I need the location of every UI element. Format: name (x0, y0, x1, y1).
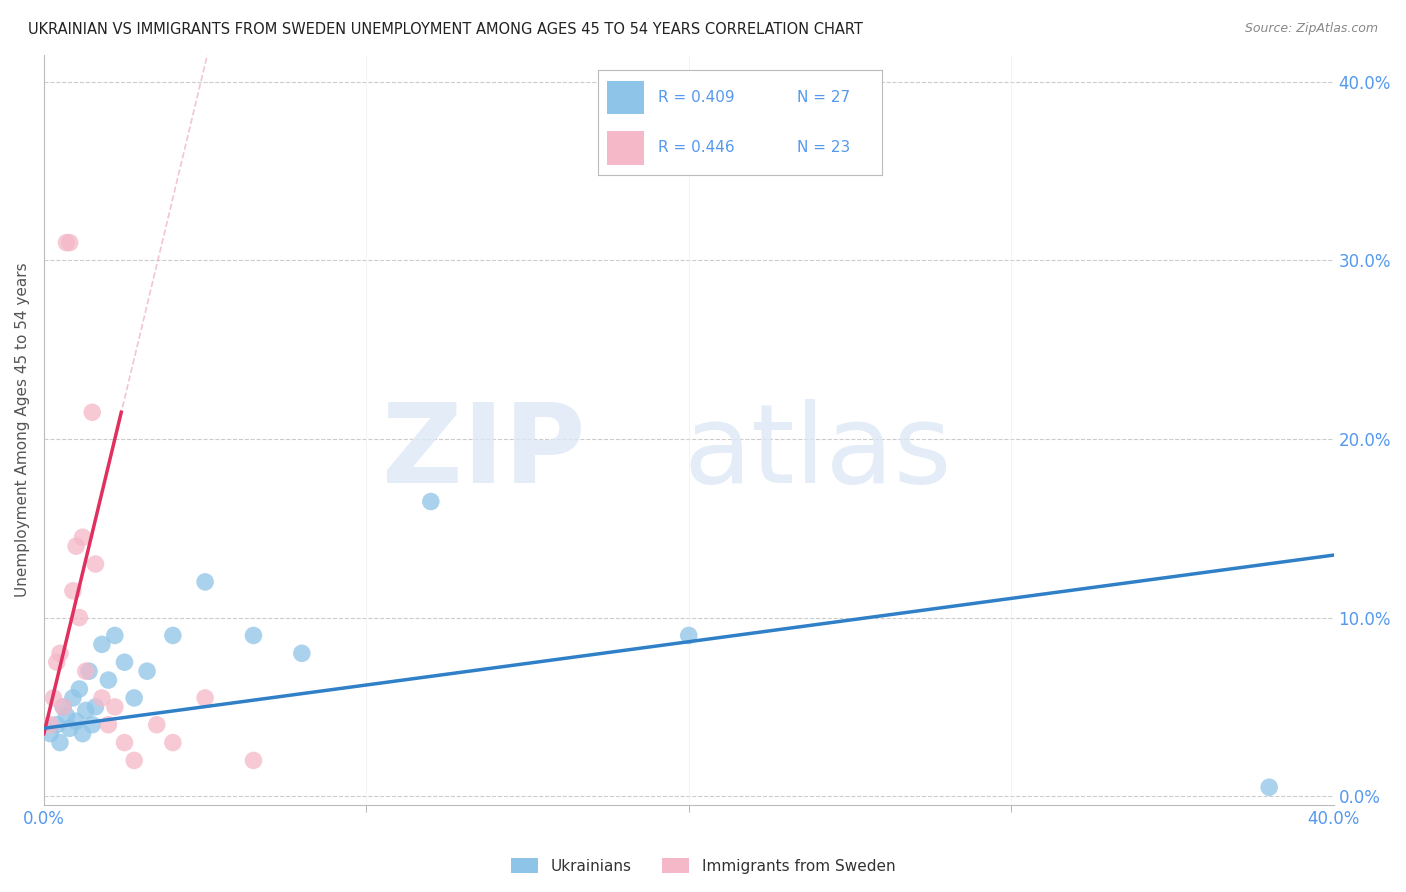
Point (52, 699, 75, 714)
Point (55, 235, 77, 250)
Point (291, 646, 314, 660)
Point (42, 690, 65, 705)
Point (97, 717, 120, 731)
Point (72, 530, 94, 544)
Point (55, 708, 77, 723)
Point (1258, 780, 1281, 795)
Point (136, 664, 159, 678)
Point (97, 673, 120, 687)
Point (62, 583, 84, 598)
Point (67, 681, 90, 696)
Point (114, 655, 136, 669)
Point (104, 628, 127, 642)
Text: UKRAINIAN VS IMMIGRANTS FROM SWEDEN UNEMPLOYMENT AMONG AGES 45 TO 54 YEARS CORRE: UKRAINIAN VS IMMIGRANTS FROM SWEDEN UNEM… (28, 22, 863, 37)
Point (114, 735, 136, 749)
Point (90, 637, 112, 651)
Point (49, 646, 72, 660)
Point (84, 557, 107, 571)
Point (49, 735, 72, 749)
Point (65, 714, 87, 728)
Point (75, 703, 97, 717)
Point (419, 494, 441, 508)
Text: Source: ZipAtlas.com: Source: ZipAtlas.com (1244, 22, 1378, 36)
Text: ZIP: ZIP (382, 399, 585, 506)
Point (162, 628, 184, 642)
Point (162, 735, 184, 749)
Point (82, 405, 104, 419)
Point (82, 717, 104, 731)
Point (122, 754, 145, 768)
Point (145, 717, 167, 731)
Point (59, 235, 82, 250)
Point (77, 664, 100, 678)
Y-axis label: Unemployment Among Ages 45 to 54 years: Unemployment Among Ages 45 to 54 years (15, 263, 30, 598)
Point (65, 539, 87, 553)
Point (52, 699, 75, 714)
Point (122, 690, 145, 705)
Point (104, 699, 127, 714)
Point (90, 690, 112, 705)
Point (72, 726, 94, 740)
Point (678, 628, 700, 642)
Point (45, 717, 67, 731)
Point (75, 664, 97, 678)
Legend: Ukrainians, Immigrants from Sweden: Ukrainians, Immigrants from Sweden (505, 852, 901, 880)
Point (194, 574, 217, 589)
Point (45, 655, 67, 669)
Text: atlas: atlas (683, 399, 952, 506)
Point (62, 690, 84, 705)
Point (59, 721, 82, 735)
Point (67, 610, 90, 624)
Point (84, 699, 107, 714)
Point (194, 690, 217, 705)
Point (39, 717, 62, 731)
Point (39, 726, 62, 740)
Point (242, 628, 264, 642)
Point (242, 754, 264, 768)
